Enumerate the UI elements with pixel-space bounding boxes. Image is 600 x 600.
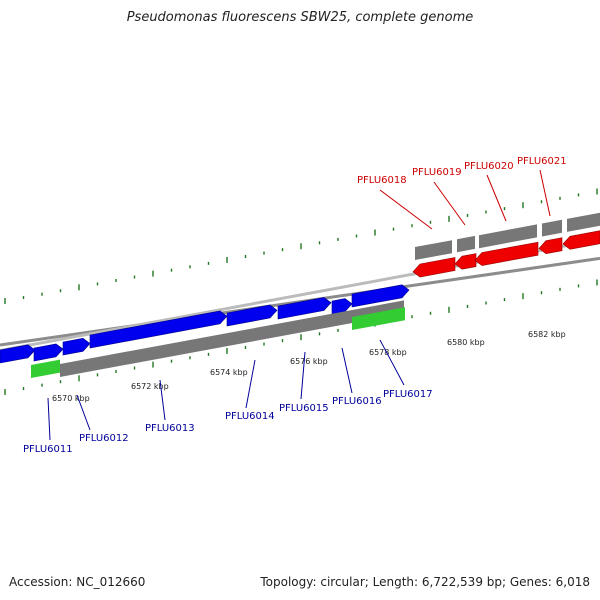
reverse-gene-arrow [538, 237, 563, 255]
reverse-gene-arrow [474, 241, 539, 266]
forward-gene-arrow [0, 344, 36, 364]
gene-features [0, 212, 600, 378]
gene-label-pflu6012: PFLU6012 [79, 433, 129, 444]
label-leader-line [159, 379, 166, 421]
label-leader-line [379, 339, 405, 386]
forward-gene-arrow [331, 298, 353, 315]
cds-segment [415, 240, 452, 260]
gene-label-pflu6020: PFLU6020 [464, 161, 514, 172]
rna-gene [352, 307, 405, 330]
gene-label-pflu6017: PFLU6017 [383, 389, 433, 400]
label-leader-line [76, 394, 91, 431]
forward-gene-arrow [226, 304, 278, 327]
cds-segment [479, 224, 537, 249]
scale-label: 6574 kbp [210, 368, 248, 377]
scale-label: 6572 kbp [131, 382, 169, 391]
gene-label-pflu6015: PFLU6015 [279, 403, 329, 414]
rna-gene [31, 359, 60, 378]
label-leader-line [300, 351, 306, 400]
scale-label: 6570 kbp [52, 394, 90, 403]
genome-summary: Topology: circular; Length: 6,722,539 bp… [260, 575, 590, 589]
scale-label: 6582 kbp [528, 330, 566, 339]
gene-labels: PFLU6011 PFLU6012 PFLU6013 PFLU6014 PFLU6015… [23, 156, 567, 455]
tick-marks [4, 188, 598, 395]
gene-label-pflu6014: PFLU6014 [225, 411, 275, 422]
forward-gene-arrow [89, 310, 228, 349]
reverse-gene-arrow [562, 230, 600, 250]
forward-gene-arrow [62, 337, 91, 356]
forward-gene-arrow [33, 343, 64, 362]
label-leader-line [433, 181, 466, 226]
label-leader-line [245, 359, 256, 409]
genome-title: Pseudomonas fluorescens SBW25, complete … [126, 10, 474, 25]
accession-text: Accession: NC_012660 [9, 575, 146, 589]
label-leader-line [539, 169, 551, 217]
forward-gene-arrow [351, 284, 410, 308]
gene-label-pflu6018: PFLU6018 [357, 175, 407, 186]
gene-label-pflu6021: PFLU6021 [517, 156, 567, 167]
forward-gene-arrow [277, 297, 332, 320]
scale-labels: 6570 kbp 6572 kbp 6574 kbp 6576 kbp 6578 kbp… [52, 330, 566, 403]
cds-segment [60, 300, 404, 377]
gene-label-pflu6011: PFLU6011 [23, 444, 73, 455]
cds-segment [457, 235, 475, 253]
reverse-gene-arrow [412, 257, 456, 278]
scale-label: 6580 kbp [447, 338, 485, 347]
scale-label: 6576 kbp [290, 357, 328, 366]
reverse-gene-arrow [454, 253, 477, 270]
gene-label-pflu6019: PFLU6019 [412, 167, 462, 178]
cds-segment [542, 219, 562, 237]
label-leader-line [486, 174, 507, 222]
scale-label: 6578 kbp [369, 348, 407, 357]
label-leader-line [379, 189, 433, 230]
gene-label-pflu6013: PFLU6013 [145, 423, 195, 434]
cds-segment [567, 212, 600, 232]
label-leader-line [341, 347, 353, 394]
gene-label-pflu6016: PFLU6016 [332, 396, 382, 407]
label-leader-line [47, 397, 51, 441]
